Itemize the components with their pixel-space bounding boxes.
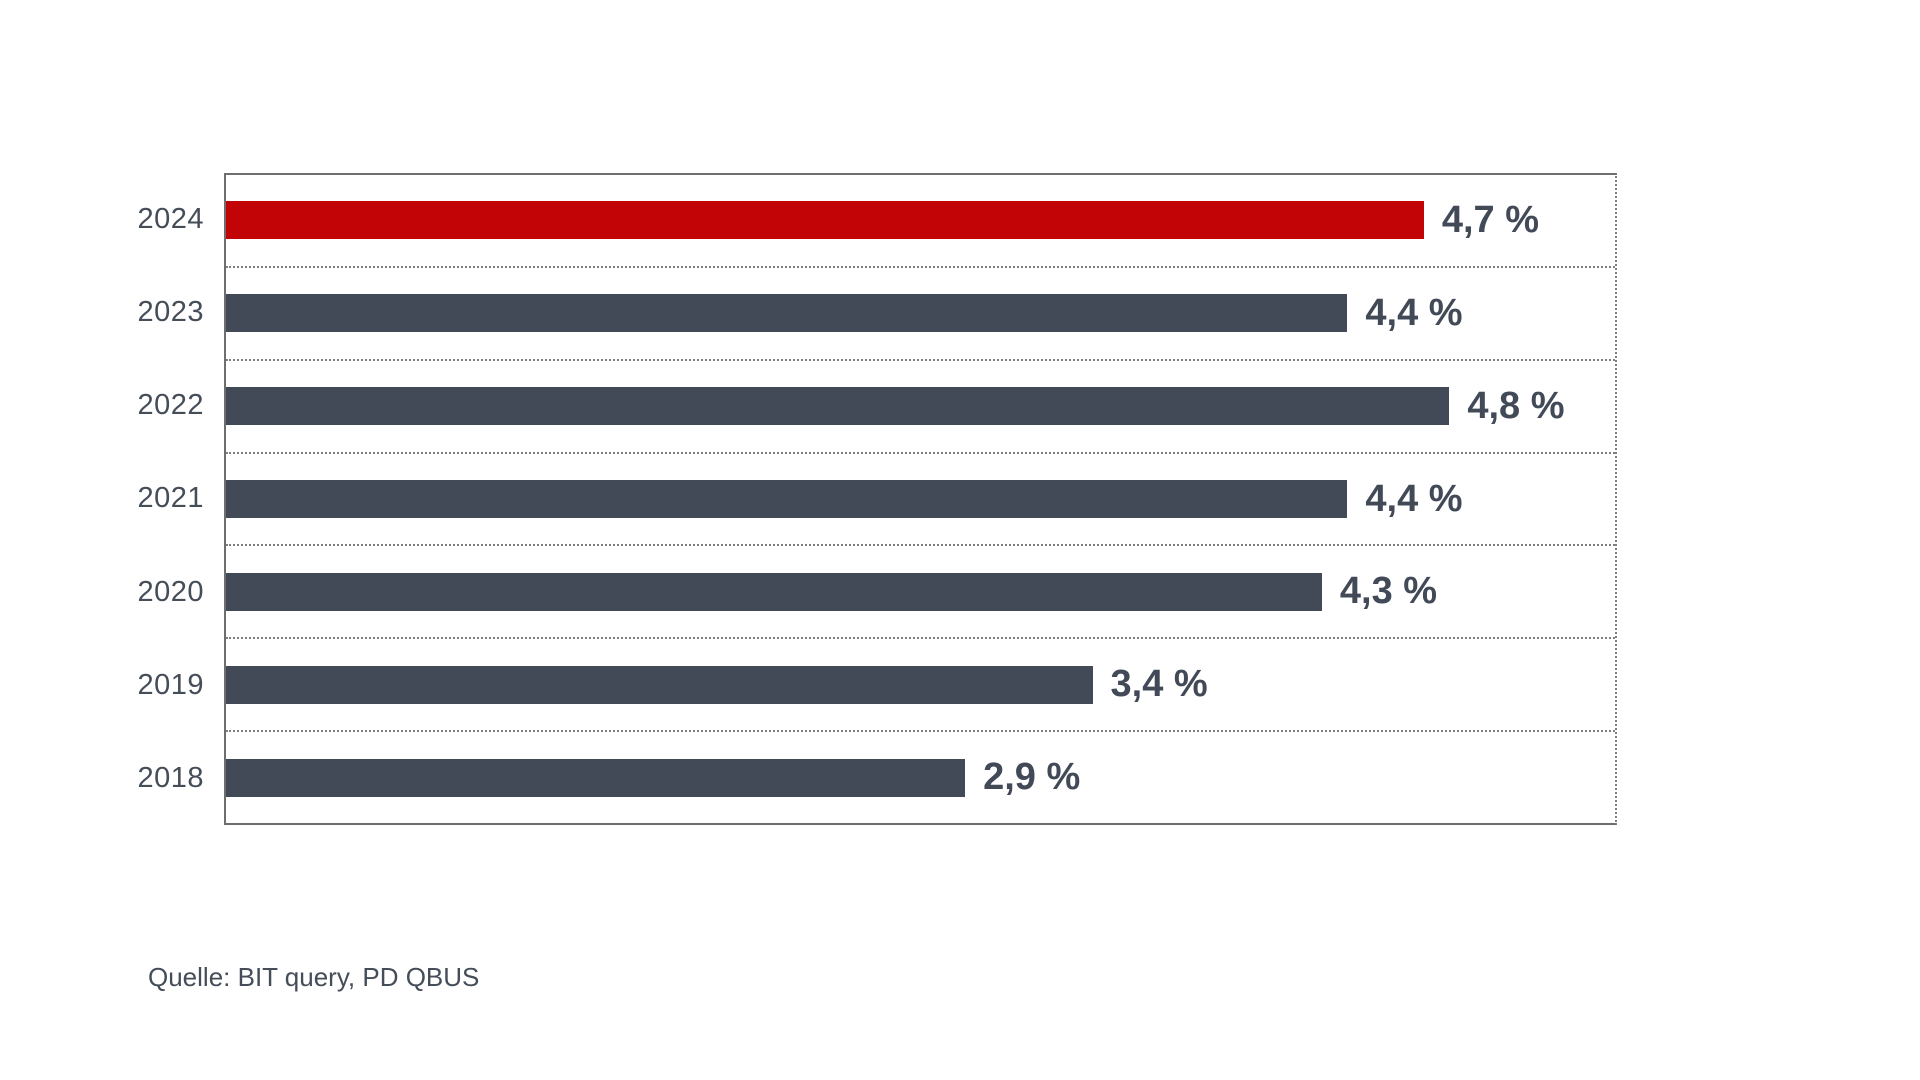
bar-row: 4,3 % <box>226 544 1615 637</box>
year-label-2023: 2023 <box>137 296 204 329</box>
bar-2018 <box>226 758 966 797</box>
bar-2022 <box>226 387 1450 426</box>
year-label-2024: 2024 <box>137 203 204 236</box>
bar-2021 <box>226 480 1348 518</box>
value-label-2024: 4,7 % <box>1441 198 1540 241</box>
bar-row: 4,8 % <box>226 358 1615 452</box>
bar-row: 4,4 % <box>226 265 1615 359</box>
year-label-2022: 2022 <box>137 389 204 422</box>
value-label-2019: 3,4 % <box>1110 663 1208 706</box>
year-label-2021: 2021 <box>137 482 204 515</box>
value-label-2020: 4,3 % <box>1339 570 1438 613</box>
bar-2023 <box>226 294 1348 333</box>
value-label-2023: 4,4 % <box>1365 291 1463 334</box>
bar-row: 2,9 % <box>226 730 1615 823</box>
value-label-2018: 2,9 % <box>983 756 1081 799</box>
bar-2020 <box>226 572 1322 611</box>
y-axis-labels: 2024 2023 2022 2021 2020 2019 2018 <box>0 173 204 825</box>
value-label-2021: 4,4 % <box>1365 477 1463 520</box>
value-label-2022: 4,8 % <box>1467 384 1565 427</box>
bar-row: 4,7 % <box>226 175 1615 266</box>
bar-2019 <box>226 665 1093 704</box>
bar-2024 <box>226 201 1424 240</box>
year-label-2018: 2018 <box>137 761 204 794</box>
year-label-2020: 2020 <box>137 575 204 608</box>
bar-row: 3,4 % <box>226 637 1615 730</box>
source-text: Quelle: BIT query, PD QBUS <box>148 962 480 992</box>
year-label-2019: 2019 <box>137 668 204 701</box>
plot-area: 4,7 % 4,4 % 4,8 % 4,4 % 4,3 % 3,4 % 2,9 … <box>224 173 1617 825</box>
bar-row: 4,4 % <box>226 451 1615 545</box>
